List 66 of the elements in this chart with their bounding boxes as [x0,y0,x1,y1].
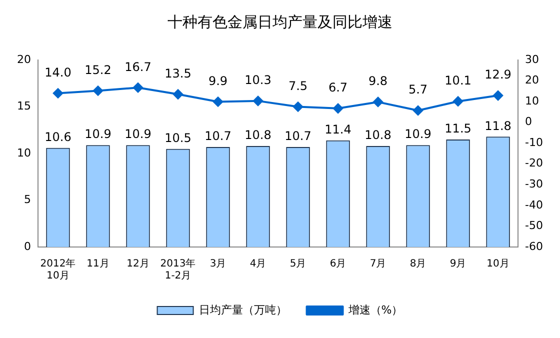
point [133,82,144,93]
data-label: 16.7 [124,60,152,74]
x-tick-label: 12月 [126,258,150,270]
y2-tick-label: 30 [525,52,540,66]
point [213,96,224,107]
x-tick-label: 4月 [250,258,266,270]
data-label: 10.3 [244,73,272,88]
y-tick-label: 5 [24,193,31,206]
data-label: 10.9 [84,127,112,142]
legend-label: 日均产量（万吨） [198,303,287,316]
point [493,90,504,101]
data-label: 11.8 [484,118,512,133]
data-label: 9.8 [368,74,388,88]
y2-tick-label: -30 [525,178,543,191]
point [173,89,184,100]
data-label: 6.7 [328,80,348,95]
x-tick-label: 2012年 10月 [40,258,76,282]
y-tick-label: 15 [16,100,31,113]
point [253,96,264,106]
y2-tick-label: 20 [525,74,540,87]
y-tick-label: 20 [16,52,31,66]
data-label: 10.9 [124,127,152,142]
data-label: 12.9 [484,68,512,82]
x-tick-label: 9月 [450,258,466,270]
point [293,102,304,112]
point [373,96,384,107]
y2-tick-label: -60 [525,240,543,253]
x-tick-label: 10月 [486,258,510,270]
y-tick-label: 0 [24,240,31,253]
data-label: 10.7 [284,129,312,144]
x-tick-label: 8月 [410,258,426,270]
y2-tick-label: -10 [525,136,543,149]
x-tick-label: 5月 [290,258,306,270]
data-label: 10.5 [164,130,192,145]
data-label: 9.9 [208,74,228,88]
y2-tick-label: 10 [525,94,540,108]
x-tick-label: 6月 [330,258,346,270]
data-label: 10.9 [404,127,432,142]
y2-tick-label: -20 [525,156,543,170]
y2-tick-label: -40 [525,198,543,212]
x-tick-label: 11月 [86,258,110,270]
data-label: 14.0 [44,65,72,80]
x-tick-label: 7月 [370,258,386,270]
data-label: 10.6 [44,130,72,144]
data-label: 10.7 [204,129,232,144]
y-tick-label: 10 [16,146,31,160]
point [53,88,63,98]
data-label: 13.5 [164,66,192,80]
x-tick-label: 2013年 1-2月 [160,258,196,282]
data-label: 10.8 [364,128,392,142]
point [413,105,424,116]
data-label: 11.4 [324,122,352,137]
point [93,86,103,96]
data-label: 5.7 [408,82,428,97]
data-label: 10.8 [244,128,272,142]
chart-title: 十种有色金属日均产量及同比增速 [168,12,392,31]
data-label: 15.2 [84,62,112,77]
data-label: 7.5 [288,78,308,93]
data-label: 11.5 [444,122,472,136]
data-label: 10.1 [444,73,472,88]
y2-tick-label: -50 [525,219,543,232]
point [453,96,464,106]
x-tick-label: 3月 [210,258,226,270]
point [333,103,344,114]
legend-label: 增速（%） [347,303,403,316]
y2-tick-label: 0 [525,115,532,128]
